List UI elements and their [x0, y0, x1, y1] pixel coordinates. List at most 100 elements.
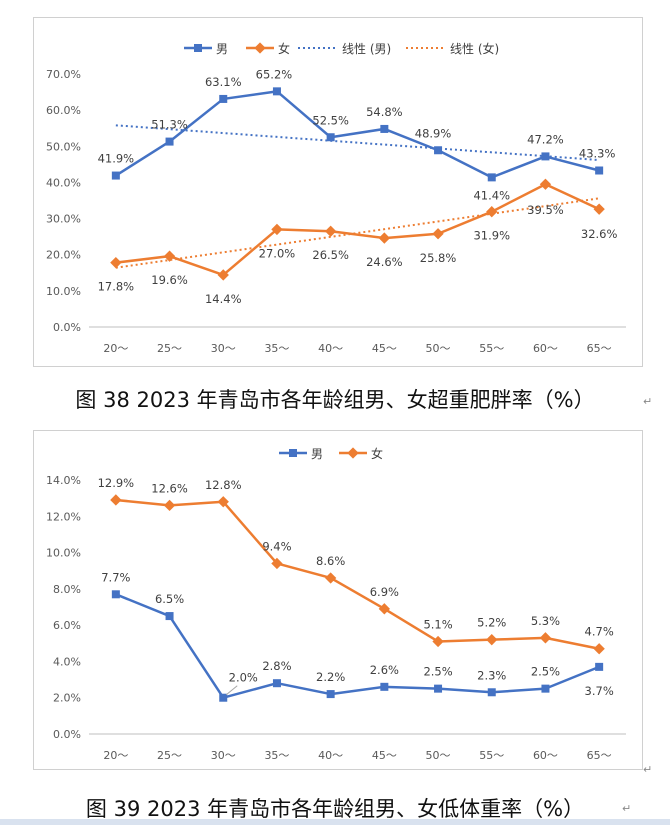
y-tick-label: 2.0% — [53, 692, 81, 705]
legend-item: 男 — [184, 42, 228, 56]
data-point-diamond — [539, 178, 552, 190]
legend-diamond-marker-icon — [254, 42, 266, 54]
data-point-square — [487, 173, 496, 182]
legend-item: 男 — [279, 447, 323, 461]
data-point-diamond — [163, 250, 176, 262]
y-tick-label: 10.0% — [46, 547, 81, 560]
data-label: 9.4% — [262, 539, 291, 553]
chart-underweight-frame: 0.0% 2.0% 4.0% 6.0% 8.0% 10.0% 12.0% 14.0% 20～ 25… — [33, 430, 643, 770]
data-label-leader-line — [225, 685, 238, 696]
data-label: 6.9% — [370, 585, 399, 599]
data-label: 2.2% — [316, 670, 345, 684]
y-tick-label: 60.0% — [46, 104, 81, 117]
x-tick-label: 35～ — [264, 342, 289, 355]
x-tick-label: 45～ — [372, 749, 397, 762]
y-tick-label: 0.0% — [53, 728, 81, 741]
paragraph-mark-icon: ↵ — [643, 763, 653, 776]
legend-square-marker-icon — [194, 44, 202, 52]
y-tick-label: 40.0% — [46, 176, 81, 189]
data-point-diamond — [217, 269, 229, 281]
trendline — [115, 124, 600, 162]
y-tick-label: 8.0% — [53, 583, 81, 596]
series-line — [115, 90, 600, 179]
data-label: 12.6% — [151, 481, 188, 495]
data-point-diamond — [432, 228, 444, 240]
x-tick-label: 45～ — [372, 342, 397, 355]
x-tick-label: 60～ — [533, 342, 558, 355]
page-bottom-band — [0, 819, 670, 825]
data-point-square — [219, 693, 228, 702]
data-label: 12.9% — [98, 476, 135, 490]
data-label: 39.5% — [527, 203, 564, 217]
data-label: 4.7% — [585, 625, 614, 639]
chart-overweight-svg: 0.0% 10.0% 20.0% 30.0% 40.0% 50.0% 60.0% 70.0% 2… — [46, 41, 626, 355]
legend-item: 女 — [339, 446, 383, 461]
data-label: 6.5% — [155, 592, 184, 606]
legend-label: 男 — [311, 447, 323, 461]
x-tick-label: 40～ — [318, 749, 343, 762]
data-point-square — [434, 146, 443, 155]
data-point-diamond — [271, 223, 283, 236]
x-tick-label: 30～ — [211, 749, 236, 762]
data-label: 25.8% — [420, 251, 457, 265]
data-point-diamond — [539, 632, 552, 644]
data-label: 8.6% — [316, 554, 345, 568]
y-tick-label: 70.0% — [46, 68, 81, 81]
y-tick-label: 20.0% — [46, 249, 81, 262]
data-point-square — [165, 137, 174, 146]
data-label: 41.9% — [98, 152, 135, 166]
legend-square-marker-icon — [289, 449, 297, 457]
y-tick-label: 50.0% — [46, 140, 81, 153]
series-line — [115, 182, 600, 277]
legend-item: 线性 (男) — [298, 42, 391, 56]
legend-item: 女 — [246, 41, 290, 56]
series-line — [115, 498, 600, 650]
data-label: 17.8% — [98, 280, 135, 294]
data-label: 5.2% — [477, 616, 506, 630]
data-point-square — [541, 684, 550, 693]
chart-underweight-svg: 0.0% 2.0% 4.0% 6.0% 8.0% 10.0% 12.0% 14.0% 20～ 25… — [46, 446, 626, 762]
legend-label: 线性 (男) — [342, 42, 391, 56]
x-tick-label: 20～ — [103, 342, 128, 355]
data-label: 48.9% — [415, 126, 452, 140]
x-tick-label: 35～ — [264, 749, 289, 762]
data-label: 32.6% — [581, 227, 618, 241]
data-point-square — [111, 171, 120, 180]
data-label: 2.8% — [262, 659, 291, 673]
data-label: 26.5% — [312, 248, 349, 262]
y-tick-label: 10.0% — [46, 285, 81, 298]
data-label: 14.4% — [205, 292, 242, 306]
x-tick-label: 60～ — [533, 749, 558, 762]
data-label: 41.4% — [473, 188, 510, 202]
paragraph-mark-icon: ↵ — [643, 395, 653, 408]
data-point-diamond — [378, 603, 391, 615]
data-point-diamond — [110, 494, 122, 506]
data-point-square — [595, 662, 604, 671]
data-label: 5.3% — [531, 614, 560, 628]
data-label: 52.5% — [312, 113, 349, 127]
data-point-square — [434, 684, 443, 693]
data-point-diamond — [432, 635, 444, 648]
data-label: 2.3% — [477, 668, 506, 682]
data-label: 5.1% — [423, 617, 452, 631]
data-point-square — [487, 688, 496, 697]
legend-label: 线性 (女) — [450, 41, 499, 56]
x-tick-label: 25～ — [157, 342, 182, 355]
legend-label: 男 — [216, 42, 228, 56]
y-tick-label: 4.0% — [53, 655, 81, 668]
data-point-diamond — [593, 643, 605, 655]
data-label: 19.6% — [151, 273, 188, 287]
figure-39-caption: 图 39 2023 年青岛市各年龄组男、女低体重率（%） — [85, 797, 585, 821]
data-point-diamond — [486, 206, 498, 218]
data-label: 7.7% — [101, 570, 130, 584]
y-tick-label: 0.0% — [53, 321, 81, 334]
data-label: 63.1% — [205, 75, 242, 89]
x-tick-label: 40～ — [318, 342, 343, 355]
data-label: 2.5% — [423, 665, 452, 679]
data-label: 43.3% — [579, 147, 616, 161]
data-label: 2.6% — [370, 663, 399, 677]
data-label: 31.9% — [473, 229, 510, 243]
data-label: 65.2% — [256, 67, 293, 81]
x-tick-label: 65～ — [587, 342, 612, 355]
data-point-square — [380, 124, 389, 133]
